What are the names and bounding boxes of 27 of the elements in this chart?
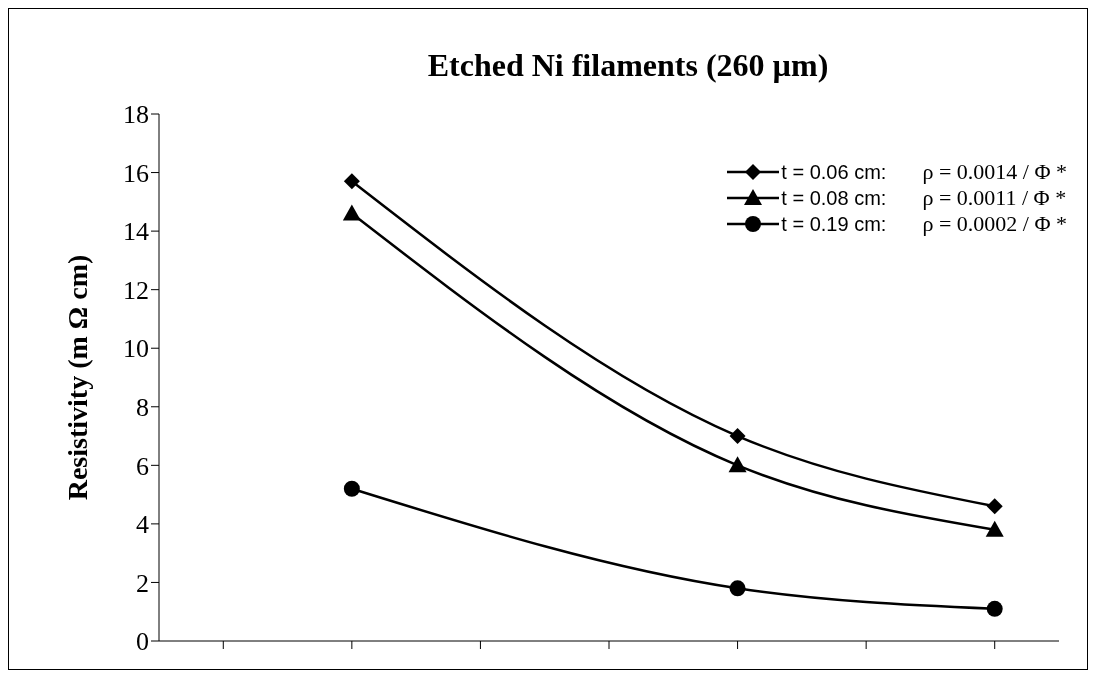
point [343, 173, 360, 190]
point [729, 428, 746, 445]
point [986, 498, 1003, 515]
y-tick-label: 6 [136, 451, 149, 481]
y-tick-label: 2 [136, 568, 149, 598]
legend-label: t = 0.19 cm: [781, 212, 887, 236]
legend-label: t = 0.06 cm: [781, 160, 887, 184]
legend-label: t = 0.08 cm: [781, 186, 887, 210]
annotation: ρ = 0.0002 / Φ * [922, 211, 1067, 237]
point [728, 456, 747, 473]
point [986, 600, 1003, 617]
y-tick-label: 16 [123, 158, 149, 188]
point [343, 480, 360, 497]
chart-title: Etched Ni filaments (260 µm) [426, 47, 830, 84]
y-tick-label: 4 [136, 510, 149, 540]
y-tick-label: 0 [136, 627, 149, 657]
y-tick-label: 14 [123, 217, 149, 247]
point [985, 520, 1004, 537]
annotation: ρ = 0.0011 / Φ * [922, 185, 1067, 211]
y-axis-title: Resistivity (m Ω cm) [61, 254, 93, 501]
y-tick-label: 8 [136, 393, 149, 423]
point [729, 580, 746, 597]
y-tick-label: 18 [123, 100, 149, 130]
annotation: ρ = 0.0014 / Φ * [922, 159, 1067, 185]
y-tick-label: 10 [123, 334, 149, 364]
y-tick-label: 12 [123, 275, 149, 305]
point [342, 204, 361, 221]
